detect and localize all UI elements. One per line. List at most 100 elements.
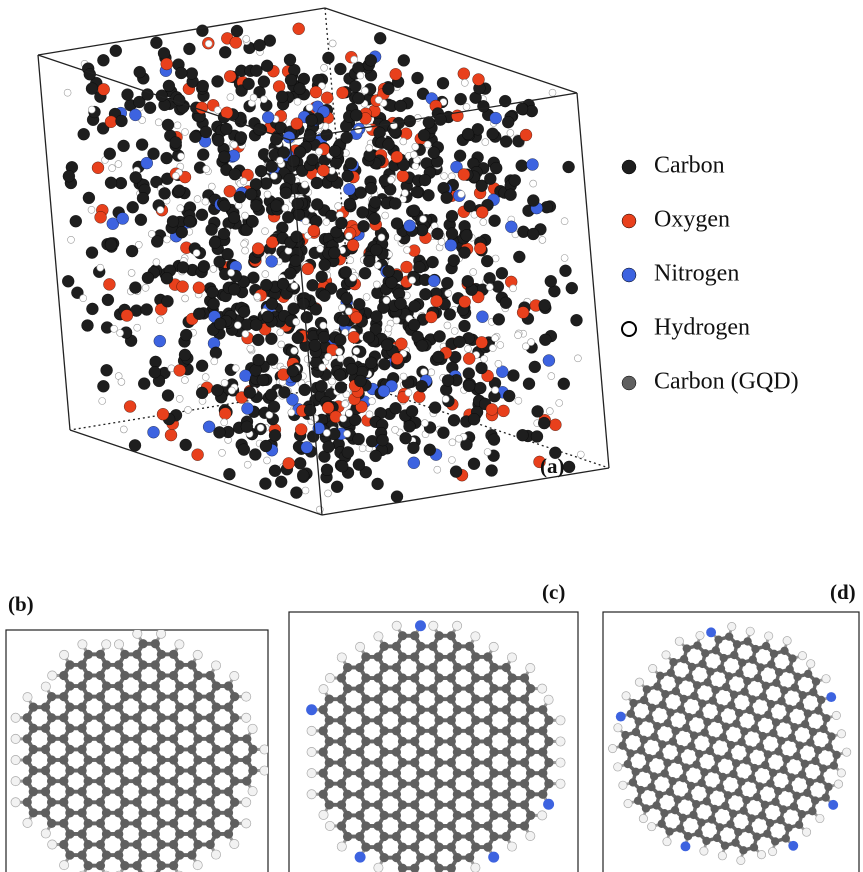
atom [299, 384, 311, 396]
atom [577, 451, 584, 458]
atom [68, 236, 75, 243]
atom [539, 236, 546, 243]
atom [406, 405, 418, 417]
carbon-atom [668, 777, 676, 785]
carbon-atom [84, 798, 93, 807]
carbon-atom [682, 724, 690, 732]
carbon-atom [206, 776, 215, 785]
atom [244, 461, 251, 468]
atom [369, 213, 381, 225]
atom [242, 330, 249, 337]
carbon-atom [687, 782, 695, 790]
carbon-atom [750, 764, 758, 772]
carbon-atom [151, 850, 160, 859]
atom [370, 450, 382, 462]
atom [458, 169, 470, 181]
carbon-atom [392, 663, 401, 672]
carbon-atom [434, 821, 443, 830]
carbon-atom [471, 758, 480, 767]
atom [276, 91, 288, 103]
carbon-atom [735, 669, 743, 677]
atom [420, 216, 427, 223]
carbon-atom [120, 713, 129, 722]
carbon-atom [206, 713, 215, 722]
atom [421, 420, 428, 427]
carbon-atom [248, 766, 257, 775]
atom [260, 96, 267, 103]
carbon-atom [806, 738, 814, 746]
hydrogen-atom [798, 652, 806, 660]
atom [235, 131, 247, 143]
hydrogen-atom [114, 640, 123, 649]
atom [310, 86, 322, 98]
atom [444, 308, 456, 320]
hydrogen-atom [133, 629, 142, 638]
carbon-atom [157, 650, 166, 659]
atom [176, 226, 188, 238]
atom [317, 245, 324, 252]
atom [99, 398, 106, 405]
carbon-atom [96, 650, 105, 659]
carbon-atom [361, 779, 370, 788]
carbon-atom [187, 850, 196, 859]
carbon-atom [626, 749, 634, 757]
carbon-atom [809, 688, 817, 696]
carbon-atom [763, 830, 771, 838]
carbon-atom [830, 761, 838, 769]
hydrogen-atom [307, 726, 316, 735]
atom [176, 395, 183, 402]
atom [355, 187, 367, 199]
atom [223, 468, 235, 480]
atom [269, 465, 281, 477]
carbon-atom [132, 798, 141, 807]
atom [196, 209, 208, 221]
carbon-atom [428, 853, 437, 862]
carbon-atom [380, 768, 389, 777]
atom [208, 298, 220, 310]
carbon-atom [59, 713, 68, 722]
carbon-atom [114, 703, 123, 712]
carbon-atom [711, 686, 719, 694]
atom [448, 414, 460, 426]
atom [445, 239, 457, 251]
atom [262, 271, 269, 278]
carbon-atom [761, 801, 769, 809]
atom [203, 421, 215, 433]
carbon-atom [59, 798, 68, 807]
carbon-atom [319, 768, 328, 777]
carbon-atom [392, 811, 401, 820]
atom [329, 145, 341, 157]
hydrogen-atom [728, 622, 736, 630]
carbon-atom [325, 737, 334, 746]
atom [242, 212, 249, 219]
atom [221, 419, 228, 426]
atom [238, 444, 250, 456]
hydrogen-atom [647, 822, 655, 830]
carbon-atom [703, 797, 711, 805]
atom [86, 247, 98, 259]
carbon-atom [434, 716, 443, 725]
atom [284, 267, 296, 279]
atom [388, 176, 395, 183]
carbon-atom [679, 814, 687, 822]
carbon-atom [206, 734, 215, 743]
carbon-atom [701, 649, 709, 657]
atom [549, 89, 556, 96]
carbon-atom [663, 759, 671, 767]
hydrogen-atom [59, 650, 68, 659]
atom [409, 277, 416, 284]
atom [346, 410, 353, 417]
carbon-atom [187, 766, 196, 775]
carbon-atom [428, 811, 437, 820]
carbon-atom [224, 745, 233, 754]
carbon-atom [447, 821, 456, 830]
atom [293, 209, 305, 221]
atom [242, 247, 249, 254]
carbon-atom [764, 750, 772, 758]
atom [408, 205, 420, 217]
atom [264, 457, 271, 464]
carbon-atom [120, 819, 129, 828]
carbon-atom [483, 716, 492, 725]
carbon-atom [764, 711, 772, 719]
carbon-atom [674, 795, 682, 803]
